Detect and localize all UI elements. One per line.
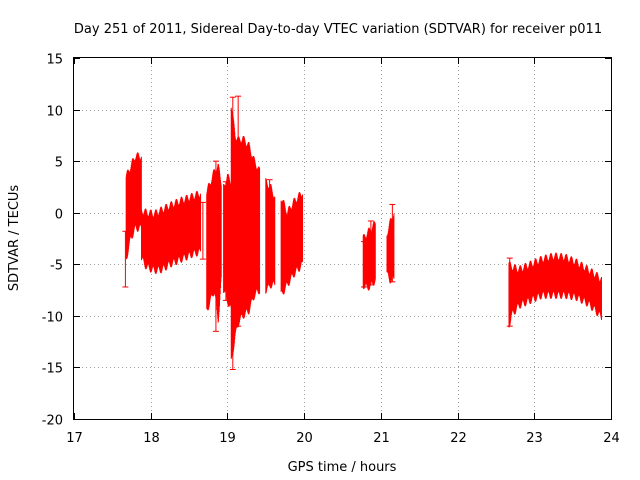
y-tick-1: -15 — [42, 362, 611, 377]
x-axis-label: GPS time / hours — [288, 460, 397, 475]
y-tick-label: -15 — [42, 362, 63, 377]
outlier-bar-9 — [389, 203, 396, 283]
y-tick-6: 10 — [46, 105, 611, 120]
x-tick-1: 18 — [143, 58, 160, 446]
x-axis: 17 18 19 20 21 22 23 24 — [66, 58, 620, 446]
x-tick-label: 22 — [450, 431, 467, 446]
x-tick-label: 20 — [296, 431, 313, 446]
data-segment-7 — [362, 221, 376, 291]
data-segment-5 — [265, 178, 276, 294]
outlier-bar-8 — [367, 220, 374, 286]
y-tick-label: -20 — [42, 414, 63, 429]
x-tick-label: 19 — [219, 431, 236, 446]
y-tick-label: 0 — [55, 208, 63, 223]
y-tick-label: 15 — [46, 53, 63, 68]
data-segment-6 — [280, 192, 304, 295]
x-tick-label: 17 — [66, 431, 83, 446]
outlier-bar-4 — [229, 96, 236, 370]
outlier-bar-5 — [235, 95, 242, 327]
y-tick-5: 5 — [55, 156, 611, 171]
data-segment-0 — [125, 152, 142, 260]
x-tick-2: 19 — [219, 58, 236, 446]
y-tick-0: -20 — [42, 414, 611, 429]
grid-lines — [74, 58, 611, 419]
outlier-bar-1 — [199, 201, 206, 260]
outlier-bar-2 — [212, 160, 219, 332]
x-tick-3: 20 — [296, 58, 313, 446]
plot-frame — [73, 57, 612, 420]
y-tick-label: 5 — [55, 156, 63, 171]
y-axis-label: SDTVAR / TECUs — [7, 185, 22, 292]
y-tick-label: -10 — [42, 311, 63, 326]
x-tick-label: 24 — [603, 431, 620, 446]
y-tick-4: 0 — [55, 208, 611, 223]
y-axis: -20 -15 -10 -5 0 5 10 15 — [42, 53, 611, 429]
x-tick-4: 21 — [373, 58, 390, 446]
data-segment-3 — [223, 173, 232, 308]
data-segment-9 — [508, 252, 602, 328]
x-tick-6: 23 — [526, 58, 543, 446]
y-tick-label: 10 — [46, 105, 63, 120]
outlier-bar-10 — [506, 257, 513, 327]
data-series — [122, 95, 602, 370]
chart-title: Day 251 of 2011, Sidereal Day-to-day VTE… — [74, 22, 602, 37]
outlier-bar-6 — [266, 179, 273, 286]
x-tick-7: 24 — [603, 58, 620, 446]
x-tick-0: 17 — [66, 58, 83, 446]
outlier-bar-7 — [360, 241, 367, 288]
y-tick-7: 15 — [46, 53, 611, 68]
outlier-bar-3 — [222, 181, 229, 301]
outlier-bar-0 — [122, 230, 129, 288]
data-segment-4 — [230, 107, 261, 359]
x-tick-label: 21 — [373, 431, 390, 446]
data-segment-2 — [206, 163, 222, 323]
data-segment-1 — [141, 191, 202, 274]
x-tick-label: 18 — [143, 431, 160, 446]
y-tick-3: -5 — [50, 259, 611, 274]
y-tick-2: -10 — [42, 311, 611, 326]
x-tick-5: 22 — [450, 58, 467, 446]
outlier-bars — [122, 95, 513, 370]
y-tick-label: -5 — [50, 259, 63, 274]
data-segment-8 — [386, 213, 395, 284]
x-tick-label: 23 — [526, 431, 543, 446]
